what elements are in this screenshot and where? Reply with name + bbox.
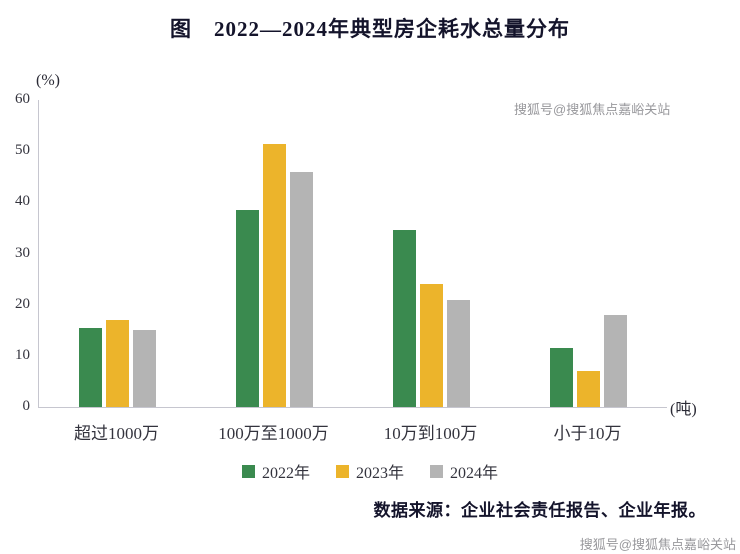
bar-group xyxy=(353,100,510,407)
x-axis-unit-label: (吨) xyxy=(670,401,697,418)
x-category-label: 小于10万 xyxy=(553,424,622,443)
bar-2024年 xyxy=(133,330,156,407)
bar-2022年 xyxy=(393,230,416,407)
bar-2024年 xyxy=(604,314,627,407)
bar-group xyxy=(510,100,667,407)
bar-2023年 xyxy=(577,371,600,407)
y-tick-label: 50 xyxy=(15,142,30,159)
x-category-label: 10万到100万 xyxy=(383,424,478,443)
bar-group xyxy=(196,100,353,407)
y-tick-label: 30 xyxy=(15,244,30,261)
y-tick-label: 60 xyxy=(15,91,30,107)
y-tick-label: 10 xyxy=(15,346,30,363)
legend-item: 2024年 xyxy=(430,459,498,483)
x-category-label: 超过1000万 xyxy=(74,424,159,443)
bar-group xyxy=(39,100,196,407)
y-tick-label: 40 xyxy=(15,193,30,210)
legend-swatch-icon xyxy=(335,464,349,478)
watermark-top-right: 搜狐号@搜狐焦点嘉峪关站 xyxy=(514,102,671,117)
bar-2022年 xyxy=(236,210,259,407)
x-category-label: 100万至1000万 xyxy=(218,424,329,443)
bar-2022年 xyxy=(550,348,573,407)
bar-2024年 xyxy=(447,299,470,407)
chart-legend: 2022年 2023年 2024年 xyxy=(0,459,740,483)
legend-swatch-icon xyxy=(430,464,443,478)
legend-swatch-icon xyxy=(241,464,255,478)
legend-label: 2023年 xyxy=(355,465,404,482)
legend-label: 2024年 xyxy=(450,465,499,482)
y-axis-unit-label: (%) xyxy=(36,72,60,89)
x-axis-category-labels: 超过1000万 100万至1000万 10万到100万 小于10万 xyxy=(38,419,666,444)
y-tick-label: 0 xyxy=(22,398,31,414)
bar-2023年 xyxy=(420,284,443,407)
watermark-bottom-right: 搜狐号@搜狐焦点嘉峪关站 xyxy=(579,537,736,552)
chart-title: 图 2022—2024年典型房企耗水总量分布 xyxy=(170,17,570,41)
y-tick-label: 20 xyxy=(15,295,30,312)
plot-area xyxy=(38,100,667,408)
bar-2023年 xyxy=(106,320,129,407)
data-source-text: 数据来源：企业社会责任报告、企业年报。 xyxy=(373,501,706,520)
bar-2024年 xyxy=(290,171,313,407)
bar-2022年 xyxy=(79,327,102,407)
legend-label: 2022年 xyxy=(261,465,310,482)
legend-item: 2022年 xyxy=(241,459,310,483)
bar-2023年 xyxy=(263,143,286,407)
legend-item: 2023年 xyxy=(335,459,404,483)
